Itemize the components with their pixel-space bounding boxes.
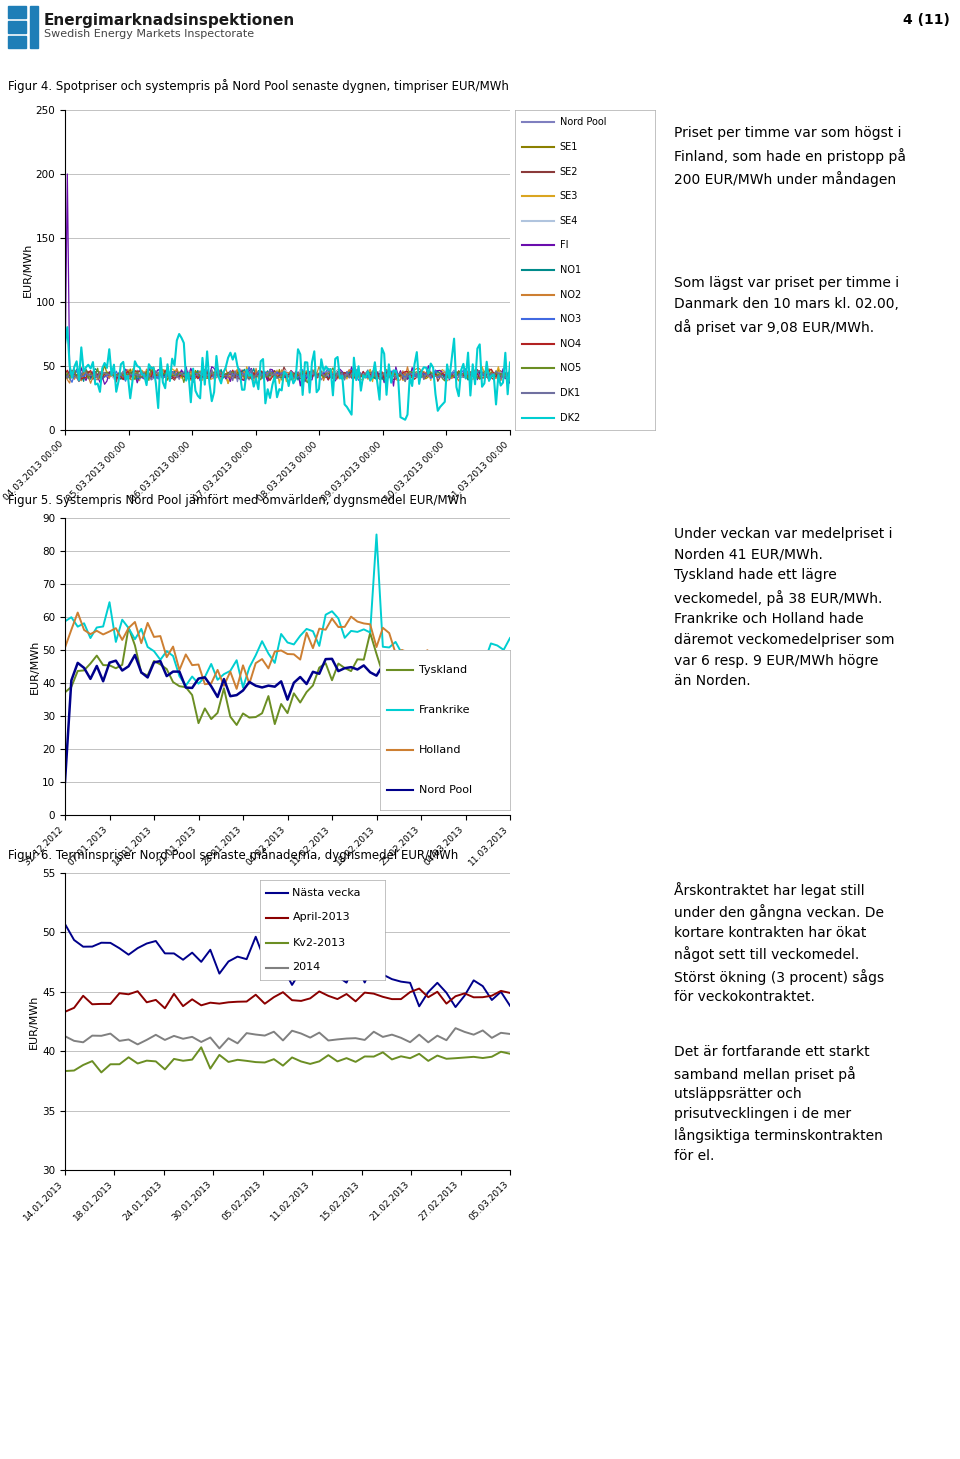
Text: NO3: NO3 — [560, 314, 581, 324]
Text: Figur 6. Terminspriser Nord Pool senaste månaderna, dygnsmedel EUR/MWh: Figur 6. Terminspriser Nord Pool senaste… — [8, 848, 458, 862]
Text: Swedish Energy Markets Inspectorate: Swedish Energy Markets Inspectorate — [44, 29, 254, 39]
Text: NO5: NO5 — [560, 363, 581, 374]
Text: Nord Pool: Nord Pool — [560, 117, 607, 127]
Bar — [8, 6, 26, 18]
Text: Kv2-2013: Kv2-2013 — [293, 938, 346, 947]
Y-axis label: EUR/MWh: EUR/MWh — [30, 639, 39, 693]
Text: NO1: NO1 — [560, 266, 581, 274]
Text: Figur 5. Systempris Nord Pool jämfört med omvärlden, dygnsmedel EUR/MWh: Figur 5. Systempris Nord Pool jämfört me… — [8, 493, 467, 506]
Text: Under veckan var medelpriset i
Norden 41 EUR/MWh.
Tyskland hade ett lägre
veckom: Under veckan var medelpriset i Norden 41… — [674, 527, 895, 689]
Text: 4 (11): 4 (11) — [903, 13, 950, 28]
Text: FI: FI — [560, 241, 568, 251]
Text: 2014: 2014 — [293, 963, 321, 973]
Text: Holland: Holland — [419, 746, 462, 754]
Text: Priset per timme var som högst i
Finland, som hade en pristopp på
200 EUR/MWh un: Priset per timme var som högst i Finland… — [674, 125, 906, 187]
Text: SE4: SE4 — [560, 216, 578, 226]
Text: Årskontraktet har legat still
under den gångna veckan. De
kortare kontrakten har: Årskontraktet har legat still under den … — [674, 881, 884, 1004]
Y-axis label: EUR/MWh: EUR/MWh — [29, 995, 39, 1049]
Text: Det är fortfarande ett starkt
samband mellan priset på
utsläppsrätter och
prisut: Det är fortfarande ett starkt samband me… — [674, 1045, 883, 1163]
Text: Figur 4. Spotpriser och systempris på Nord Pool senaste dygnen, timpriser EUR/MW: Figur 4. Spotpriser och systempris på No… — [8, 79, 509, 93]
Text: SE2: SE2 — [560, 166, 578, 177]
Text: Frankrike: Frankrike — [419, 705, 470, 715]
Text: Nord Pool: Nord Pool — [419, 785, 472, 795]
Bar — [30, 6, 38, 48]
Text: DK2: DK2 — [560, 413, 580, 423]
Text: Som lägst var priset per timme i
Danmark den 10 mars kl. 02.00,
då priset var 9,: Som lägst var priset per timme i Danmark… — [674, 276, 900, 334]
Text: Nästa vecka: Nästa vecka — [293, 887, 361, 897]
Text: SE3: SE3 — [560, 191, 578, 201]
Y-axis label: EUR/MWh: EUR/MWh — [23, 242, 33, 298]
Bar — [8, 20, 26, 34]
Text: DK1: DK1 — [560, 388, 580, 398]
Bar — [8, 36, 26, 48]
Text: Tyskland: Tyskland — [419, 665, 468, 676]
Text: Energimarknadsinspektionen: Energimarknadsinspektionen — [44, 13, 296, 28]
Text: NO2: NO2 — [560, 290, 581, 299]
Text: April-2013: April-2013 — [293, 912, 350, 922]
Text: SE1: SE1 — [560, 142, 578, 152]
Text: NO4: NO4 — [560, 338, 581, 349]
